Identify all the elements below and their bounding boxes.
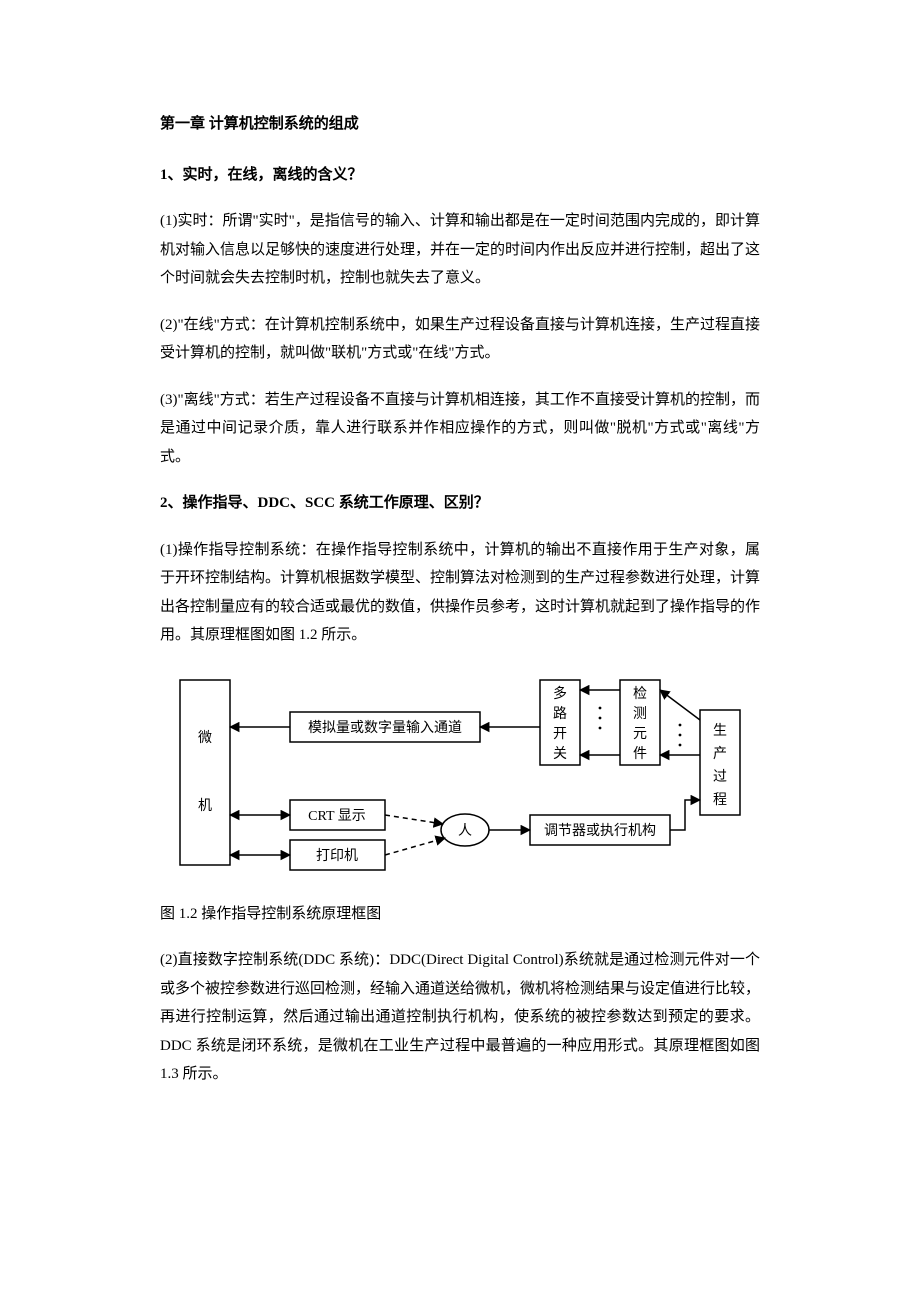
node-sensor-l1: 测 (633, 706, 647, 722)
node-mux-l3: 关 (553, 746, 567, 762)
q2-para-1: (1)操作指导控制系统：在操作指导控制系统中，计算机的输出不直接作用于生产对象，… (160, 536, 760, 650)
node-mux-l0: 多 (553, 685, 567, 702)
node-mux-l1: 路 (553, 706, 567, 722)
document-page: 第一章 计算机控制系统的组成 1、实时，在线，离线的含义？ (1)实时：所谓"实… (0, 0, 920, 1187)
node-actuator-label: 调节器或执行机构 (544, 823, 656, 839)
edge-crt-human (385, 815, 443, 824)
flowchart-svg: 微 机 模拟量或数字量输入通道 CRT 显示 打印机 人 调节器或执行机构 多 … (170, 670, 750, 880)
node-micro-label-1: 微 (198, 730, 212, 746)
node-mux-l2: 开 (553, 727, 567, 742)
node-crt-label: CRT 显示 (308, 809, 366, 824)
vdots-mux-sensor (599, 706, 602, 729)
edge-print-human (385, 838, 445, 855)
node-adc-label: 模拟量或数字量输入通道 (308, 720, 462, 736)
node-proc-l2: 过 (713, 769, 727, 785)
node-micro (180, 680, 230, 865)
chapter-title: 第一章 计算机控制系统的组成 (160, 110, 760, 139)
vdots-sensor-proc (679, 723, 682, 746)
node-print-label: 打印机 (316, 847, 358, 864)
node-micro-label-2: 机 (198, 798, 212, 814)
diagram-caption: 图 1.2 操作指导控制系统原理框图 (160, 900, 760, 929)
question-1-title: 1、实时，在线，离线的含义？ (160, 161, 760, 190)
node-sensor-l2: 元 (633, 727, 647, 742)
diagram-1-2: 微 机 模拟量或数字量输入通道 CRT 显示 打印机 人 调节器或执行机构 多 … (170, 670, 760, 880)
node-sensor-l3: 件 (633, 746, 647, 762)
node-proc-l0: 生 (713, 723, 727, 739)
edge-proc-sensor-1 (660, 690, 700, 720)
edge-actuator-proc (670, 800, 700, 830)
q1-para-1: (1)实时：所谓"实时"，是指信号的输入、计算和输出都是在一定时间范围内完成的，… (160, 207, 760, 293)
node-human-label: 人 (458, 823, 472, 839)
node-proc-l1: 产 (713, 746, 727, 762)
node-proc-l3: 程 (713, 792, 727, 808)
q1-para-2: (2)"在线"方式：在计算机控制系统中，如果生产过程设备直接与计算机连接，生产过… (160, 311, 760, 368)
q2-para-2: (2)直接数字控制系统(DDC 系统)：DDC(Direct Digital C… (160, 946, 760, 1089)
node-sensor-l0: 检 (633, 686, 647, 702)
q1-para-3: (3)"离线"方式：若生产过程设备不直接与计算机相连接，其工作不直接受计算机的控… (160, 386, 760, 472)
question-2-title: 2、操作指导、DDC、SCC 系统工作原理、区别？ (160, 489, 760, 518)
